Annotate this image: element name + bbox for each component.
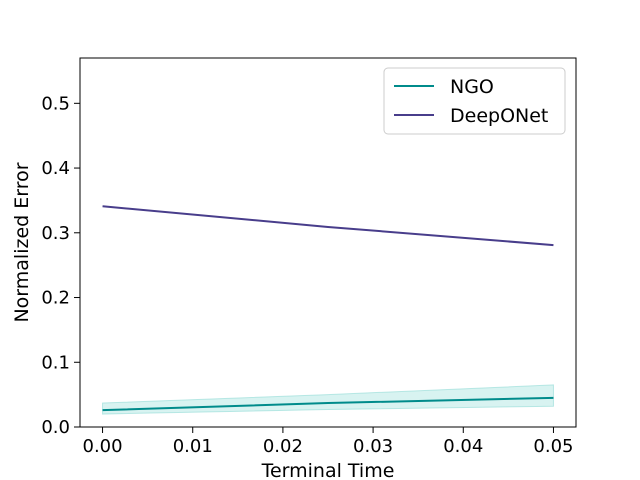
y-axis-ticks: 0.0 0.1 0.2 0.3 0.4 0.5 xyxy=(41,93,80,438)
x-tick-label: 0.01 xyxy=(173,436,213,457)
x-axis-ticks: 0.00 0.01 0.02 0.03 0.04 0.05 xyxy=(83,427,573,457)
plot-area-frame xyxy=(79,57,577,428)
legend: NGO DeepONet xyxy=(383,67,566,135)
x-tick-label: 0.00 xyxy=(83,436,123,457)
legend-label-ngo: NGO xyxy=(450,76,494,98)
x-tick-label: 0.02 xyxy=(263,436,303,457)
line-deeponet xyxy=(102,205,554,247)
x-tick-label: 0.03 xyxy=(353,436,393,457)
legend-box xyxy=(383,67,566,135)
series-lines xyxy=(102,205,554,412)
y-tick-label: 0.1 xyxy=(41,352,70,373)
y-tick-label: 0.3 xyxy=(41,223,70,244)
legend-label-deeponet: DeepONet xyxy=(450,105,548,127)
x-tick-label: 0.05 xyxy=(533,436,573,457)
line-ngo xyxy=(102,396,554,412)
y-axis-label: Normalized Error xyxy=(11,162,33,322)
x-tick-label: 0.04 xyxy=(443,436,483,457)
y-tick-label: 0.2 xyxy=(41,288,70,309)
x-axis-label: Terminal Time xyxy=(261,460,395,480)
y-tick-label: 0.4 xyxy=(41,158,70,179)
y-tick-label: 0.0 xyxy=(41,417,70,438)
y-tick-label: 0.5 xyxy=(41,93,70,114)
